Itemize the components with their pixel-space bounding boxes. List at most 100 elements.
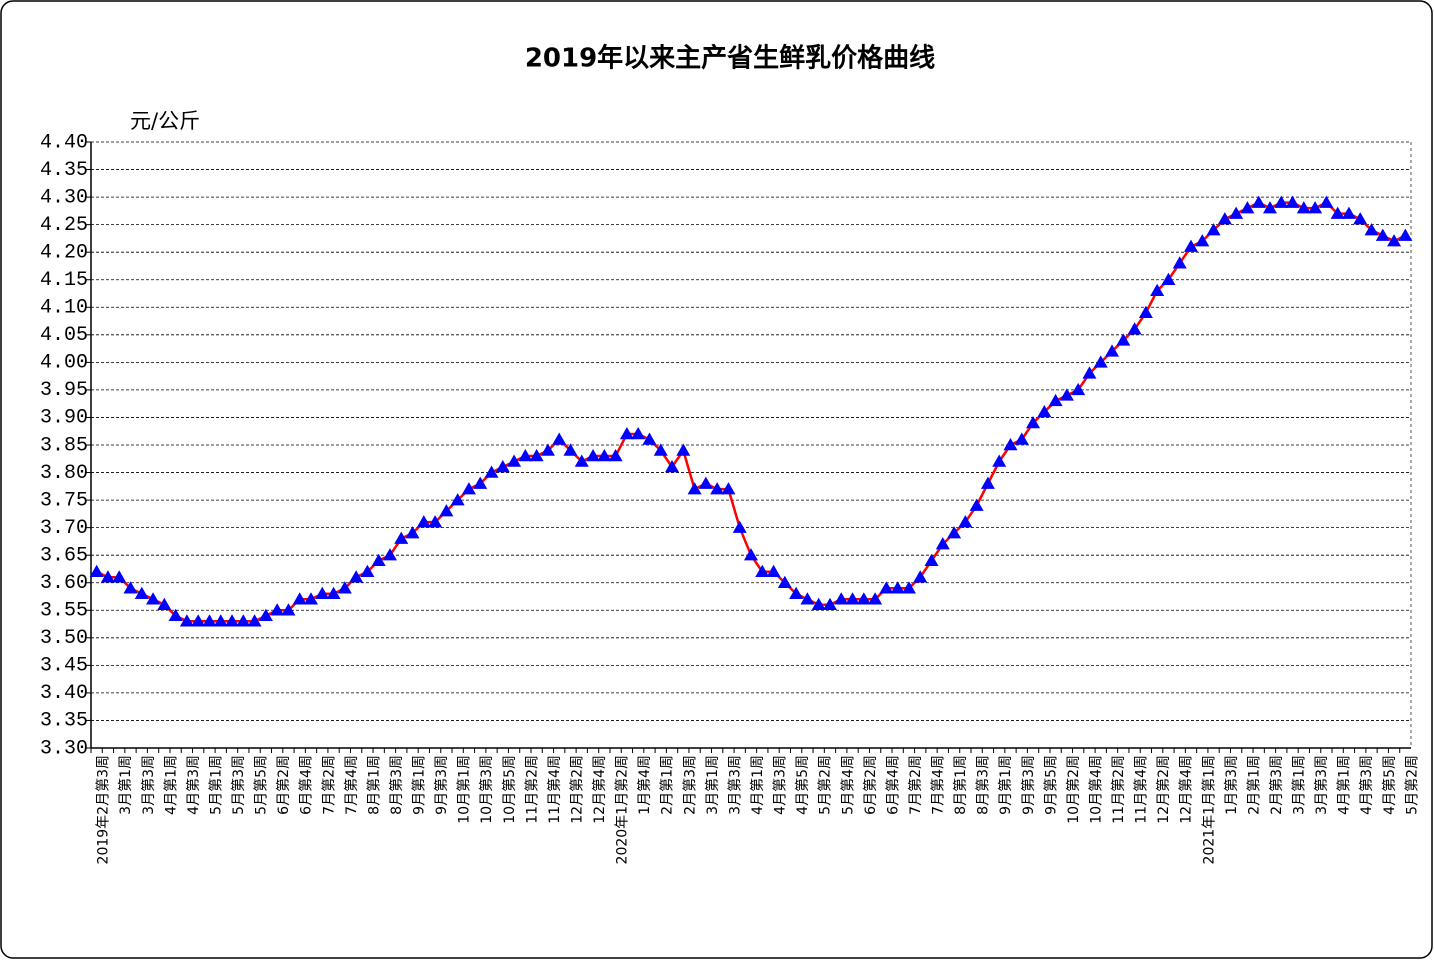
x-tick-label: 5月第5周 — [253, 755, 270, 815]
y-tick-label: 3.40 — [40, 682, 88, 705]
marker — [676, 443, 691, 456]
marker — [935, 537, 950, 550]
marker — [146, 592, 161, 605]
marker — [563, 443, 578, 456]
marker — [1341, 206, 1356, 219]
marker — [270, 603, 285, 616]
marker — [631, 426, 646, 440]
marker — [992, 454, 1007, 467]
x-tick-label: 6月第2周 — [275, 755, 292, 815]
x-tick-label: 1月第4周 — [636, 755, 653, 815]
marker — [439, 504, 454, 517]
x-tick-label: 6月第4周 — [884, 755, 901, 815]
x-tick-label: 5月第4周 — [839, 755, 856, 815]
x-tick-label: 6月第2周 — [862, 755, 879, 815]
marker — [1274, 195, 1289, 208]
marker — [529, 449, 544, 462]
marker — [665, 460, 680, 473]
marker — [744, 548, 758, 561]
x-tick-label: 2021年1月第1周 — [1200, 755, 1217, 864]
x-tick-label: 11月第2周 — [523, 755, 540, 824]
x-tick-label: 3月第1周 — [1291, 755, 1308, 815]
marker — [461, 482, 476, 495]
y-tick-label: 3.70 — [40, 517, 88, 540]
x-tick-label: 5月第2周 — [817, 755, 834, 815]
x-tick-label: 2019年2月第3周 — [95, 755, 112, 864]
marker — [1003, 438, 1018, 451]
marker — [1206, 223, 1221, 236]
marker — [947, 526, 962, 539]
y-tick-label: 3.60 — [40, 572, 88, 595]
marker — [1308, 201, 1323, 214]
x-tick-label: 2月第1周 — [659, 755, 676, 815]
marker — [1105, 344, 1120, 357]
marker — [1229, 206, 1244, 219]
x-tick-label: 11月第4周 — [546, 755, 563, 824]
marker — [1048, 393, 1063, 407]
x-tick-label: 4月第5周 — [1381, 755, 1398, 815]
marker — [868, 592, 883, 605]
marker — [326, 586, 341, 599]
marker — [642, 432, 657, 445]
y-tick-label: 4.05 — [40, 324, 88, 347]
marker — [1262, 201, 1277, 214]
marker — [416, 515, 431, 528]
y-axis-label: 元/公斤 — [130, 109, 200, 133]
marker — [213, 614, 228, 627]
x-tick-label: 11月第4周 — [1133, 755, 1150, 824]
marker — [1330, 206, 1345, 219]
x-tick-label: 10月第4周 — [1087, 755, 1104, 824]
y-tick-label: 3.65 — [40, 544, 88, 567]
marker — [179, 614, 194, 627]
marker — [236, 614, 251, 627]
marker — [1217, 212, 1232, 225]
marker — [698, 476, 713, 489]
marker — [822, 597, 837, 611]
x-tick-label: 10月第1周 — [456, 755, 473, 824]
marker — [191, 614, 206, 627]
marker — [507, 454, 522, 467]
x-tick-label: 2月第3周 — [1268, 755, 1285, 815]
marker — [281, 603, 296, 616]
marker — [450, 493, 465, 506]
marker — [304, 592, 318, 605]
marker — [1138, 305, 1153, 319]
y-tick-label: 4.35 — [40, 159, 88, 182]
x-tick-label: 10月第3周 — [478, 755, 495, 824]
x-tick-label: 2月第3周 — [681, 755, 698, 815]
marker — [157, 597, 172, 611]
marker — [484, 465, 499, 478]
marker — [901, 581, 916, 594]
y-tick-label: 3.85 — [40, 434, 88, 457]
marker — [225, 614, 240, 627]
x-tick-label: 12月第2周 — [1155, 755, 1172, 824]
x-tick-label: 2020年1月第2周 — [614, 755, 631, 864]
x-tick-label: 6月第4周 — [298, 755, 315, 815]
marker — [879, 581, 894, 594]
x-tick-label: 12月第2周 — [568, 755, 585, 824]
marker — [349, 570, 364, 583]
y-tick-label: 3.55 — [40, 600, 88, 623]
marker — [1184, 239, 1198, 252]
marker — [473, 476, 488, 489]
marker — [168, 608, 183, 622]
marker — [1172, 256, 1187, 269]
x-tick-label: 3月第1周 — [704, 755, 721, 815]
marker — [597, 449, 612, 462]
x-tick-label: 7月第2周 — [320, 755, 337, 815]
marker — [1127, 322, 1142, 335]
x-tick-label: 11月第2周 — [1110, 755, 1127, 824]
y-tick-label: 4.10 — [40, 297, 88, 320]
y-tick-label: 4.20 — [40, 241, 88, 264]
x-tick-label: 7月第4周 — [343, 755, 360, 815]
marker — [1037, 404, 1052, 418]
y-tick-label: 3.95 — [40, 379, 88, 402]
y-tick-label: 3.45 — [40, 655, 88, 678]
x-tick-label: 3月第1周 — [117, 755, 134, 815]
marker — [394, 531, 409, 544]
marker — [721, 482, 736, 495]
y-tick-label: 3.75 — [40, 489, 88, 512]
marker — [428, 515, 443, 528]
x-tick-label: 12月第4周 — [1178, 755, 1195, 824]
marker — [653, 443, 668, 456]
